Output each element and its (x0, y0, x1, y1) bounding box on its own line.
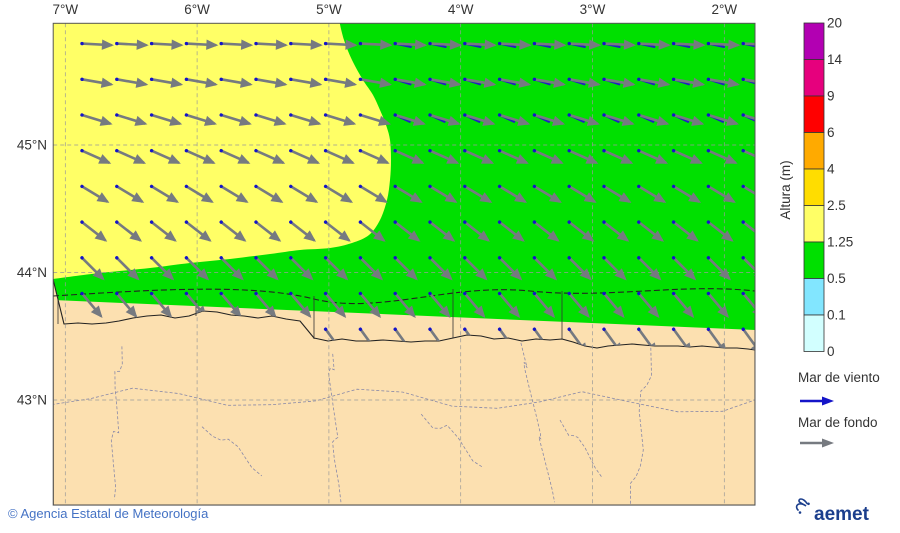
svg-text:5°W: 5°W (316, 2, 342, 17)
svg-text:Altura (m): Altura (m) (778, 160, 793, 219)
svg-text:6°W: 6°W (184, 2, 210, 17)
svg-text:1.25: 1.25 (827, 235, 853, 250)
svg-text:0.1: 0.1 (827, 308, 846, 323)
svg-text:4: 4 (827, 162, 835, 177)
svg-text:44°N: 44°N (17, 265, 47, 280)
svg-text:0: 0 (827, 344, 835, 359)
svg-text:2°W: 2°W (711, 2, 737, 17)
svg-text:6: 6 (827, 125, 835, 140)
svg-text:3°W: 3°W (580, 2, 606, 17)
svg-text:20: 20 (827, 16, 842, 31)
svg-text:2.5: 2.5 (827, 198, 846, 213)
svg-text:43°N: 43°N (17, 393, 47, 408)
svg-text:14: 14 (827, 52, 843, 67)
svg-text:4°W: 4°W (448, 2, 474, 17)
svg-text:Mar de fondo: Mar de fondo (798, 415, 878, 430)
svg-text:7°W: 7°W (52, 2, 78, 17)
svg-text:0.5: 0.5 (827, 271, 846, 286)
svg-text:© Agencia Estatal de Meteorolo: © Agencia Estatal de Meteorología (8, 506, 209, 521)
svg-text:aemet: aemet (814, 504, 870, 525)
svg-text:Mar de viento: Mar de viento (798, 370, 880, 385)
svg-text:45°N: 45°N (17, 138, 47, 153)
svg-text:9: 9 (827, 89, 835, 104)
